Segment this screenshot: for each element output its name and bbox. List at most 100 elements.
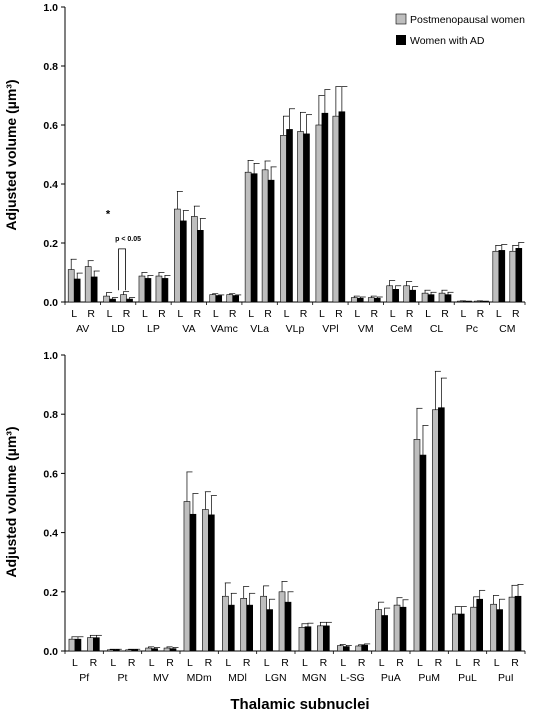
bar-ad-PuI-R — [514, 595, 522, 652]
side-label: L — [319, 308, 325, 320]
category-label-VLa: VLa — [250, 323, 269, 335]
category-label-LGN: LGN — [265, 672, 287, 684]
side-label: L — [149, 657, 155, 669]
bar-ad-L-SG-R — [361, 644, 369, 652]
side-label: R — [335, 308, 343, 320]
bar-postmenopausal-MDl-L — [222, 595, 229, 652]
side-label: L — [142, 308, 148, 320]
category-label-CeM: CeM — [390, 323, 412, 335]
bar-ad-VA-L — [180, 220, 187, 303]
bar-ad-PuI-L — [496, 609, 503, 652]
bar-ad-Pc-L — [463, 301, 470, 303]
category-label-MV: MV — [153, 672, 169, 684]
category-label-LD: LD — [111, 323, 125, 335]
side-label: R — [128, 657, 136, 669]
side-label: R — [205, 657, 213, 669]
bar-ad-VM-R — [373, 297, 381, 303]
bar-postmenopausal-AV-L — [67, 269, 75, 303]
category-label-VAmc: VAmc — [211, 323, 238, 335]
bar-postmenopausal-VM-R — [367, 297, 375, 303]
y-tick-label: 0.4 — [43, 528, 58, 540]
side-label: R — [90, 657, 98, 669]
side-label: L — [110, 657, 116, 669]
bar-postmenopausal-Pf-L — [68, 638, 76, 652]
y-tick-label: 1.0 — [43, 350, 58, 362]
y-axis-title-bottom: Adjusted volume (µm³) — [3, 426, 19, 577]
bar-postmenopausal-VLa-R — [261, 169, 269, 303]
bar-postmenopausal-VA-R — [191, 216, 198, 303]
category-label-PuA: PuA — [381, 672, 401, 684]
y-tick-label: 0.8 — [43, 409, 58, 421]
bar-postmenopausal-PuL-L — [451, 613, 459, 652]
category-label-VM: VM — [358, 323, 374, 335]
category-label-MGN: MGN — [302, 672, 327, 684]
bar-ad-MV-L — [151, 648, 158, 652]
bar-ad-Pf-R — [93, 637, 100, 652]
bar-postmenopausal-LD-L — [103, 295, 110, 303]
bar-ad-MDm-L — [189, 513, 197, 652]
bar-postmenopausal-MDm-L — [183, 501, 191, 652]
side-label: L — [107, 308, 113, 320]
bar-postmenopausal-CL-L — [421, 292, 429, 303]
bar-postmenopausal-CM-R — [509, 250, 517, 303]
category-label-LP: LP — [147, 323, 160, 335]
side-label: R — [87, 308, 95, 320]
bar-postmenopausal-MGN-R — [317, 625, 324, 652]
bar-postmenopausal-MDm-R — [202, 509, 209, 652]
bar-ad-LP-R — [161, 278, 169, 303]
side-label: L — [496, 308, 502, 320]
bar-postmenopausal-PuM-L — [413, 439, 421, 652]
bar-ad-LP-L — [144, 278, 152, 303]
legend-label-ad: Women with AD — [410, 35, 485, 47]
bar-ad-VLa-R — [267, 179, 275, 303]
bar-ad-PuL-L — [457, 613, 465, 652]
side-label: R — [511, 657, 519, 669]
side-label: L — [455, 657, 461, 669]
bar-ad-AV-R — [90, 276, 98, 303]
side-label: R — [473, 657, 481, 669]
side-label: L — [340, 657, 346, 669]
side-label: L — [264, 657, 270, 669]
category-label-MDl: MDl — [228, 672, 247, 684]
category-label-Pf: Pf — [79, 672, 89, 684]
bar-postmenopausal-LGN-R — [278, 591, 286, 652]
bar-ad-CM-L — [498, 250, 506, 303]
bar-ad-VA-R — [197, 230, 204, 303]
category-label-PuL: PuL — [458, 672, 477, 684]
bar-postmenopausal-MDl-R — [240, 598, 247, 652]
bar-ad-PuM-R — [438, 407, 445, 652]
legend: Postmenopausal women Women with AD — [395, 13, 525, 47]
bar-postmenopausal-Pf-R — [87, 637, 94, 652]
bar-postmenopausal-LD-R — [120, 294, 127, 303]
bar-ad-VAmc-R — [232, 295, 240, 303]
bar-ad-Pf-L — [74, 638, 82, 652]
side-label: R — [281, 657, 289, 669]
legend-swatch-postmenopausal — [395, 13, 407, 25]
bar-postmenopausal-CM-L — [492, 250, 500, 303]
bar-ad-MDl-R — [246, 604, 253, 652]
bar-postmenopausal-VLa-L — [244, 171, 252, 303]
bar-postmenopausal-VLp-R — [297, 131, 304, 303]
bar-postmenopausal-VAmc-R — [226, 294, 234, 303]
bar-postmenopausal-VM-L — [350, 297, 358, 303]
y-tick-label: 0.2 — [43, 587, 58, 599]
bar-postmenopausal-Pt-L — [107, 649, 114, 652]
y-tick-label: 0.4 — [43, 179, 58, 191]
bar-ad-VLp-L — [286, 129, 293, 303]
bar-ad-VAmc-L — [215, 295, 223, 303]
y-tick-label: 0.6 — [43, 120, 58, 132]
bar-postmenopausal-LP-L — [138, 275, 146, 303]
side-label: L — [417, 657, 423, 669]
side-label: R — [264, 308, 272, 320]
bar-ad-CeM-R — [409, 289, 416, 303]
bar-ad-LD-L — [109, 298, 116, 303]
bar-ad-AV-L — [73, 278, 81, 303]
side-label: R — [320, 657, 328, 669]
category-label-PuI: PuI — [498, 672, 514, 684]
side-label: R — [406, 308, 414, 320]
side-label: L — [390, 308, 396, 320]
category-label-VA: VA — [182, 323, 195, 335]
x-axis-title: Thalamic subnuclei — [230, 696, 369, 713]
y-axis-title-top: Adjusted volume (µm³) — [3, 79, 19, 230]
